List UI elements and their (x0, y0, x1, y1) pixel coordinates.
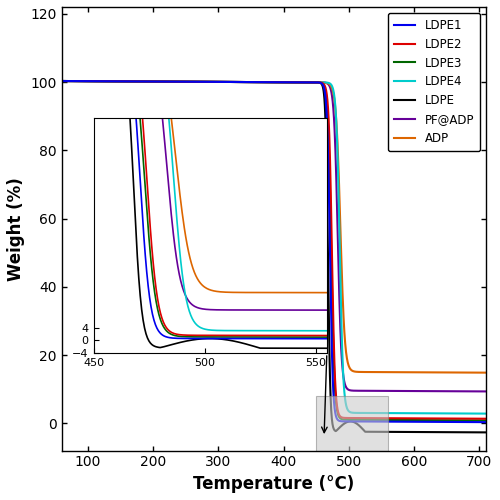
LDPE (80, 78, 86, 84)
LDPE4 (265, 79, 271, 85)
LDPE3 (483, 418, 489, 424)
PF@ADP (80, 78, 86, 84)
LDPE4 (392, 410, 398, 416)
LDPE2 (80, 78, 86, 84)
LDPE4 (254, 79, 260, 85)
Line: LDPE1: LDPE1 (62, 81, 486, 422)
LDPE1 (80, 78, 86, 84)
Y-axis label: Weight (%): Weight (%) (7, 177, 25, 281)
LDPE4 (58, 78, 64, 84)
ADP (483, 370, 489, 376)
PF@ADP (254, 79, 260, 85)
LDPE (254, 79, 260, 85)
LDPE4 (470, 410, 476, 416)
PF@ADP (483, 388, 489, 394)
LDPE (470, 430, 476, 436)
LDPE4 (80, 78, 86, 84)
Line: PF@ADP: PF@ADP (62, 81, 486, 392)
LDPE2 (392, 416, 398, 422)
LDPE2 (58, 78, 64, 84)
PF@ADP (58, 78, 64, 84)
LDPE1 (470, 419, 476, 425)
ADP (254, 79, 260, 85)
Line: ADP: ADP (62, 81, 486, 372)
LDPE3 (470, 418, 476, 424)
ADP (80, 78, 86, 84)
LDPE1 (483, 419, 489, 425)
LDPE3 (254, 79, 260, 85)
LDPE (392, 429, 398, 435)
LDPE3 (470, 418, 476, 424)
Line: LDPE: LDPE (62, 81, 486, 432)
LDPE3 (265, 79, 271, 85)
Bar (316, 396, 388, 450)
LDPE (483, 430, 489, 436)
LDPE2 (483, 416, 489, 422)
LDPE2 (265, 79, 271, 85)
LDPE (265, 79, 271, 85)
LDPE1 (265, 79, 271, 85)
LDPE2 (470, 416, 476, 422)
Legend: LDPE1, LDPE2, LDPE3, LDPE4, LDPE, PF@ADP, ADP: LDPE1, LDPE2, LDPE3, LDPE4, LDPE, PF@ADP… (388, 13, 480, 151)
ADP (470, 370, 476, 376)
PF@ADP (470, 388, 476, 394)
LDPE2 (470, 416, 476, 422)
LDPE3 (58, 78, 64, 84)
LDPE4 (483, 410, 489, 416)
Line: LDPE4: LDPE4 (62, 81, 486, 413)
PF@ADP (265, 79, 271, 85)
Line: LDPE3: LDPE3 (62, 81, 486, 420)
PF@ADP (470, 388, 476, 394)
ADP (392, 369, 398, 375)
LDPE1 (58, 78, 64, 84)
ADP (265, 79, 271, 85)
Line: LDPE2: LDPE2 (62, 81, 486, 418)
ADP (470, 370, 476, 376)
ADP (58, 78, 64, 84)
LDPE4 (470, 410, 476, 416)
LDPE1 (470, 419, 476, 425)
PF@ADP (392, 388, 398, 394)
LDPE3 (80, 78, 86, 84)
LDPE2 (254, 79, 260, 85)
LDPE (470, 430, 476, 436)
X-axis label: Temperature (°C): Temperature (°C) (193, 475, 354, 493)
LDPE1 (392, 418, 398, 424)
LDPE (58, 78, 64, 84)
LDPE1 (254, 79, 260, 85)
LDPE3 (392, 417, 398, 423)
